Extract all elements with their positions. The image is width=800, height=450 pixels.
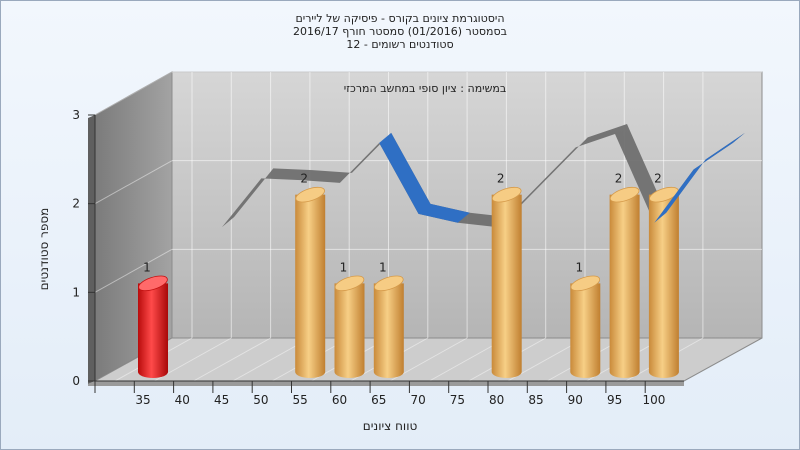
chart-title-line-3: סטודנטים רשומים - 12: [346, 38, 454, 51]
y-tick-label: 3: [72, 108, 80, 122]
x-axis-title: טווח ציונים: [363, 419, 418, 433]
bar-cap: [570, 275, 601, 292]
x-tick-label: 35: [135, 393, 150, 407]
x-tick-label: 55: [293, 393, 308, 407]
bar: 1: [570, 260, 601, 378]
x-tick-label: 100: [642, 393, 665, 407]
x-tick-label: 90: [568, 393, 583, 407]
bar-cap: [295, 186, 325, 203]
bar-body: [491, 194, 522, 378]
bar-body: [648, 194, 679, 378]
x-tick-label: 40: [175, 393, 190, 407]
gridline-side: [94, 71, 173, 116]
bar-value-label: 1: [575, 260, 583, 274]
bar-body: [138, 283, 168, 378]
bar-body: [609, 194, 640, 378]
bar-body: [295, 194, 326, 378]
x-tick-label: 70: [410, 393, 425, 407]
x-tick-label: 95: [607, 393, 622, 407]
x-tick-label: 50: [253, 393, 268, 407]
bar-body: [334, 283, 365, 378]
bar: 1: [334, 260, 365, 378]
curve-ribbon-front: [379, 132, 470, 223]
x-tick-label: 85: [528, 393, 543, 407]
curve-ribbon-front: [654, 132, 745, 223]
y-tick-label: 2: [72, 197, 80, 211]
bar-value-label: 1: [143, 260, 151, 274]
bar-body: [570, 283, 601, 378]
chart-title-line-1: היסטוגרמת ציונים בקורס - פיסיקה של ליירי…: [295, 12, 505, 25]
trend-curve-back: [222, 124, 745, 228]
chart-title-line-2: בסמסטר (01/2016) סמסטר חורף 2016/17: [293, 25, 507, 38]
bars: 1 2 1 1 2 1 2 2: [138, 172, 679, 378]
x-tick-label: 65: [371, 393, 386, 407]
chart-annotation: במשימה : ציון סופי במחשב המרכזי: [344, 82, 507, 95]
bar-value-label: 2: [300, 172, 308, 186]
bar: 2: [609, 172, 640, 378]
bar: 2: [648, 172, 679, 378]
gridline-floor: [193, 337, 271, 382]
bar: 1: [138, 260, 168, 378]
bar-cap: [649, 186, 679, 203]
bar-value-label: 1: [340, 260, 348, 274]
x-tick-label: 75: [450, 393, 465, 407]
bar-value-label: 2: [615, 172, 623, 186]
bar-body: [373, 283, 404, 378]
bar-cap: [138, 275, 168, 292]
bar: 1: [373, 260, 404, 378]
y-axis: 0 1 2 3: [72, 108, 96, 388]
x-axis: 35 40 45 50 55 60 65 70 75 80 85 90 95 100: [94, 380, 684, 407]
gridline-side: [94, 160, 173, 205]
bar-cap: [491, 186, 522, 203]
gridline-side: [94, 248, 173, 293]
bar-cap: [334, 275, 365, 292]
bar-value-label: 2: [497, 172, 505, 186]
left-edge: [88, 115, 95, 384]
bar-cap: [374, 275, 404, 292]
front-edge: [88, 381, 684, 386]
bar-cap: [609, 186, 640, 203]
bar-value-label: 2: [654, 172, 662, 186]
trend-curve-front: [379, 132, 745, 223]
x-tick-label: 60: [332, 393, 347, 407]
x-tick-label: 80: [489, 393, 504, 407]
y-axis-title: מספר סטודנטים: [37, 208, 51, 291]
x-tick-label: 45: [214, 393, 229, 407]
bar: 2: [491, 172, 522, 378]
y-tick-label: 0: [72, 374, 80, 388]
y-tick-label: 1: [72, 285, 80, 299]
bar: 2: [295, 172, 326, 378]
bar-value-label: 1: [379, 260, 387, 274]
curve-ribbon: [222, 124, 745, 228]
